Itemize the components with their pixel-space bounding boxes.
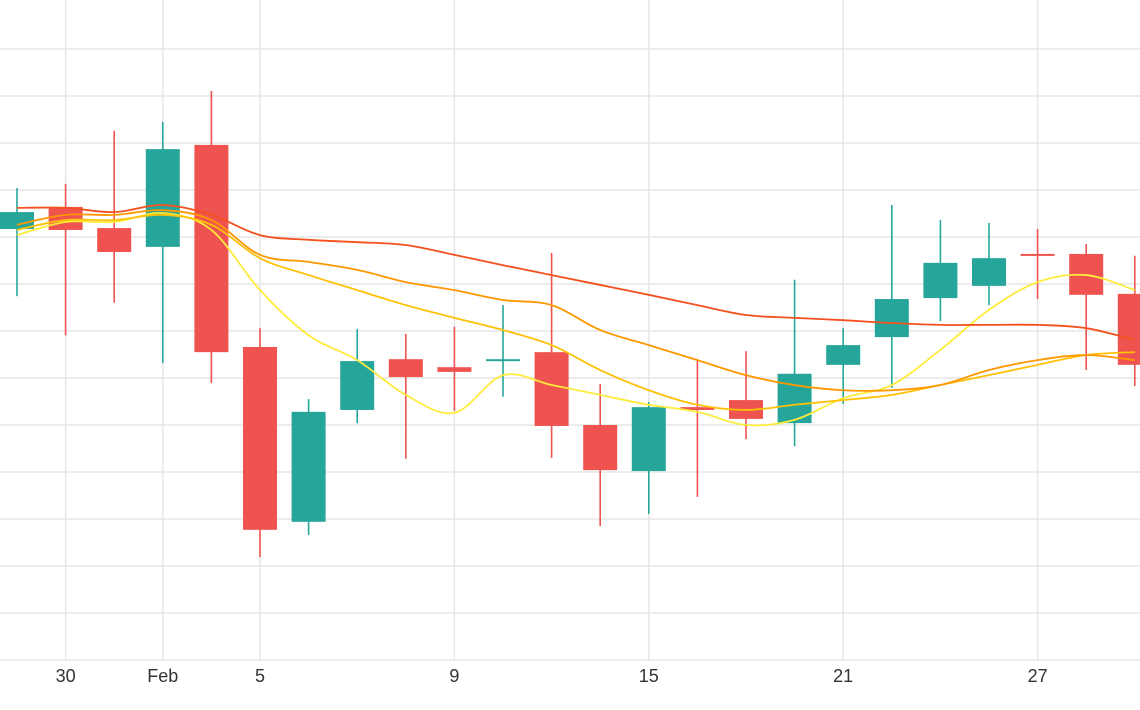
x-tick-label: 21 xyxy=(833,666,853,686)
candle-body xyxy=(388,359,423,378)
candle-body xyxy=(923,262,958,299)
candle-body xyxy=(1020,253,1055,256)
moving-average-line xyxy=(16,212,1136,427)
candle-body xyxy=(680,407,715,410)
x-tick-label: 30 xyxy=(56,666,76,686)
moving-average-line xyxy=(16,204,1136,341)
candle-body xyxy=(48,206,83,230)
candle-body xyxy=(534,352,569,426)
x-tick-label: Feb xyxy=(147,666,178,686)
candle-body xyxy=(874,299,909,338)
candle-body xyxy=(1117,293,1140,365)
x-tick-label: 15 xyxy=(639,666,659,686)
candle-body xyxy=(437,367,472,372)
candle-body xyxy=(826,345,861,365)
candle-body xyxy=(972,258,1006,286)
moving-average-line xyxy=(16,213,1135,411)
candle-body xyxy=(583,425,618,471)
x-tick-label: 27 xyxy=(1028,666,1048,686)
candle-body xyxy=(145,149,180,247)
x-tick-label: 5 xyxy=(255,666,265,686)
candle-body xyxy=(291,411,326,522)
candle-body xyxy=(631,407,666,472)
candle-body xyxy=(486,359,520,362)
x-tick-label: 9 xyxy=(449,666,459,686)
candle-body xyxy=(340,361,375,410)
candle-body xyxy=(243,346,277,530)
candle-body xyxy=(194,144,229,353)
candle-body xyxy=(0,212,34,230)
candle-body xyxy=(97,228,132,253)
moving-average-line xyxy=(16,209,1135,392)
